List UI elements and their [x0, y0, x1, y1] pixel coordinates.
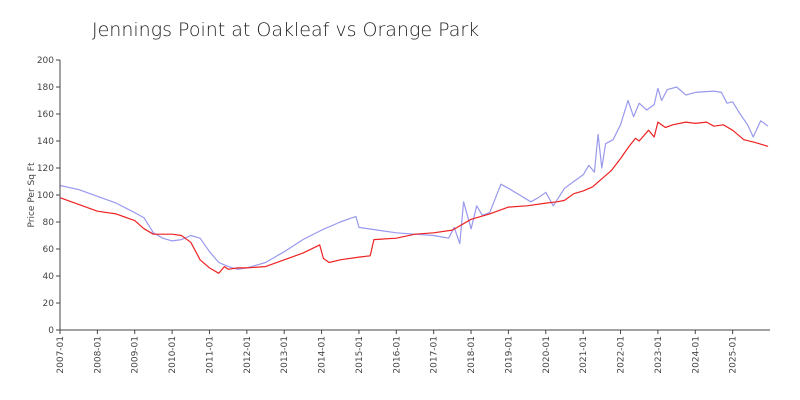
x-tick-label: 2011-01: [205, 336, 215, 374]
y-tick-label: 140: [37, 137, 54, 147]
x-tick-label: 2012-01: [243, 336, 253, 374]
y-tick-label: 100: [37, 191, 54, 201]
chart-title: Jennings Point at Oakleaf vs Orange Park: [92, 19, 479, 41]
x-tick-label: 2024-01: [691, 336, 701, 374]
x-tick-label: 2021-01: [579, 336, 589, 374]
axis-ticks: 0 20 40 60 80 100 120 140 160 180 200 2007-01 2008-0…: [37, 56, 739, 374]
x-tick-label: 2007-01: [56, 336, 66, 374]
y-tick-label: 20: [43, 299, 55, 309]
y-tick-label: 200: [37, 56, 54, 66]
series-line-jennings-point: [59, 86, 769, 270]
x-tick-label: 2010-01: [168, 336, 178, 374]
series-line-orange-park: [59, 121, 769, 274]
y-tick-label: 160: [37, 110, 54, 120]
x-tick-label: 2025-01: [729, 336, 739, 374]
x-tick-label: 2016-01: [392, 336, 402, 374]
x-tick-label: 2019-01: [504, 336, 514, 374]
x-tick-label: 2020-01: [542, 336, 552, 374]
y-axis-label: Price Per Sq Ft: [27, 162, 37, 227]
y-tick-label: 0: [48, 326, 54, 336]
x-tick-label: 2014-01: [318, 336, 328, 374]
x-tick-label: 2017-01: [430, 336, 440, 374]
x-tick-label: 2008-01: [93, 336, 103, 374]
y-tick-label: 120: [37, 164, 54, 174]
x-tick-label: 2018-01: [467, 336, 477, 374]
y-tick-label: 40: [43, 272, 55, 282]
x-tick-label: 2013-01: [280, 336, 290, 374]
y-tick-label: 80: [43, 218, 55, 228]
x-tick-label: 2015-01: [355, 336, 365, 374]
x-tick-label: 2022-01: [617, 336, 627, 374]
y-tick-label: 60: [43, 245, 55, 255]
y-tick-label: 180: [37, 83, 54, 93]
x-tick-label: 2009-01: [131, 336, 141, 374]
series-lines: [59, 86, 769, 274]
x-tick-label: 2023-01: [654, 336, 664, 374]
